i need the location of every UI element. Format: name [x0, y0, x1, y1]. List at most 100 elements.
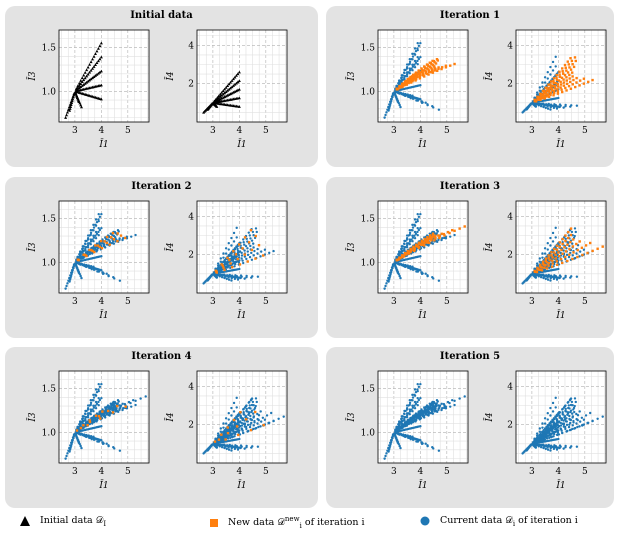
current-point	[219, 427, 223, 430]
new-point	[446, 230, 450, 234]
current-point	[435, 240, 438, 243]
current-point	[413, 53, 417, 56]
current-point	[116, 410, 119, 413]
current-point	[400, 417, 404, 420]
current-point	[411, 406, 415, 409]
new-point	[565, 76, 568, 79]
new-point	[444, 66, 448, 69]
new-point	[552, 77, 556, 80]
panel-title: Iteration 4	[131, 351, 192, 362]
current-point	[81, 417, 85, 420]
new-point	[420, 69, 424, 72]
current-point	[118, 238, 121, 242]
current-point	[121, 237, 125, 240]
current-point	[84, 242, 87, 246]
current-point	[408, 238, 411, 241]
current-point	[553, 103, 556, 106]
current-point	[245, 274, 248, 278]
current-point	[233, 248, 237, 251]
new-point	[572, 251, 575, 254]
new-point	[552, 81, 556, 85]
new-point	[535, 270, 539, 274]
new-point	[545, 89, 549, 92]
current-point	[101, 272, 105, 276]
current-point	[282, 415, 285, 418]
current-point	[581, 423, 584, 427]
plot-frame	[58, 200, 150, 294]
current-point	[555, 418, 559, 421]
current-point	[110, 241, 114, 245]
plot-frame	[196, 370, 288, 464]
current-point	[252, 427, 255, 431]
current-point	[217, 442, 220, 446]
new-point	[397, 87, 400, 91]
current-point	[267, 421, 270, 425]
new-point	[401, 255, 404, 259]
y-tick-label: 4	[188, 41, 194, 51]
new-point	[254, 410, 257, 414]
initial-point	[99, 55, 103, 59]
current-point	[567, 404, 571, 407]
new-point	[543, 90, 546, 93]
current-point	[403, 71, 406, 75]
legend-current: Current data 𝒟i of iteration i	[420, 515, 578, 528]
current-point	[259, 410, 262, 413]
new-point	[94, 414, 98, 417]
current-point	[107, 274, 110, 278]
current-point	[416, 403, 419, 407]
initial-point	[227, 87, 231, 91]
current-point	[235, 236, 238, 239]
new-point	[557, 251, 560, 254]
y-tick-label: 2	[507, 251, 513, 261]
new-point	[436, 69, 439, 73]
initial-point	[226, 88, 230, 92]
current-point	[407, 436, 410, 440]
current-point	[549, 73, 552, 76]
current-point	[84, 412, 87, 416]
initial-point	[223, 95, 227, 99]
new-point	[576, 248, 579, 252]
x-tick-label: 4	[555, 126, 561, 136]
current-point	[403, 249, 406, 252]
new-point	[434, 234, 437, 237]
current-point	[573, 410, 576, 414]
initial-point	[85, 80, 89, 84]
new-point	[548, 95, 551, 99]
current-point	[423, 416, 426, 419]
current-point	[230, 414, 233, 417]
new-point	[101, 410, 104, 413]
current-point	[416, 382, 419, 386]
current-point	[81, 415, 85, 418]
y-tick-label: 2	[507, 80, 513, 90]
current-point	[231, 424, 234, 427]
current-point	[139, 397, 142, 400]
current-point	[546, 70, 549, 74]
new-point	[220, 433, 223, 436]
current-point	[98, 215, 102, 219]
current-point	[239, 274, 243, 277]
y-tick-label: 4	[507, 212, 513, 222]
new-point	[425, 67, 429, 70]
new-point	[547, 264, 550, 267]
new-point	[567, 236, 570, 240]
current-point	[100, 255, 103, 258]
initial-point	[69, 103, 73, 107]
current-point	[259, 255, 262, 258]
plot-frame	[58, 370, 150, 464]
current-point	[548, 266, 551, 270]
current-point	[420, 101, 424, 105]
initial-point	[237, 87, 241, 91]
new-point	[228, 258, 231, 262]
current-point	[580, 416, 584, 419]
current-point	[230, 236, 233, 240]
current-point	[568, 417, 571, 421]
current-point	[111, 409, 114, 412]
current-point	[112, 240, 115, 243]
initial-point	[83, 76, 87, 80]
initial-point	[233, 90, 237, 93]
current-point	[219, 257, 223, 260]
new-point	[561, 237, 564, 241]
